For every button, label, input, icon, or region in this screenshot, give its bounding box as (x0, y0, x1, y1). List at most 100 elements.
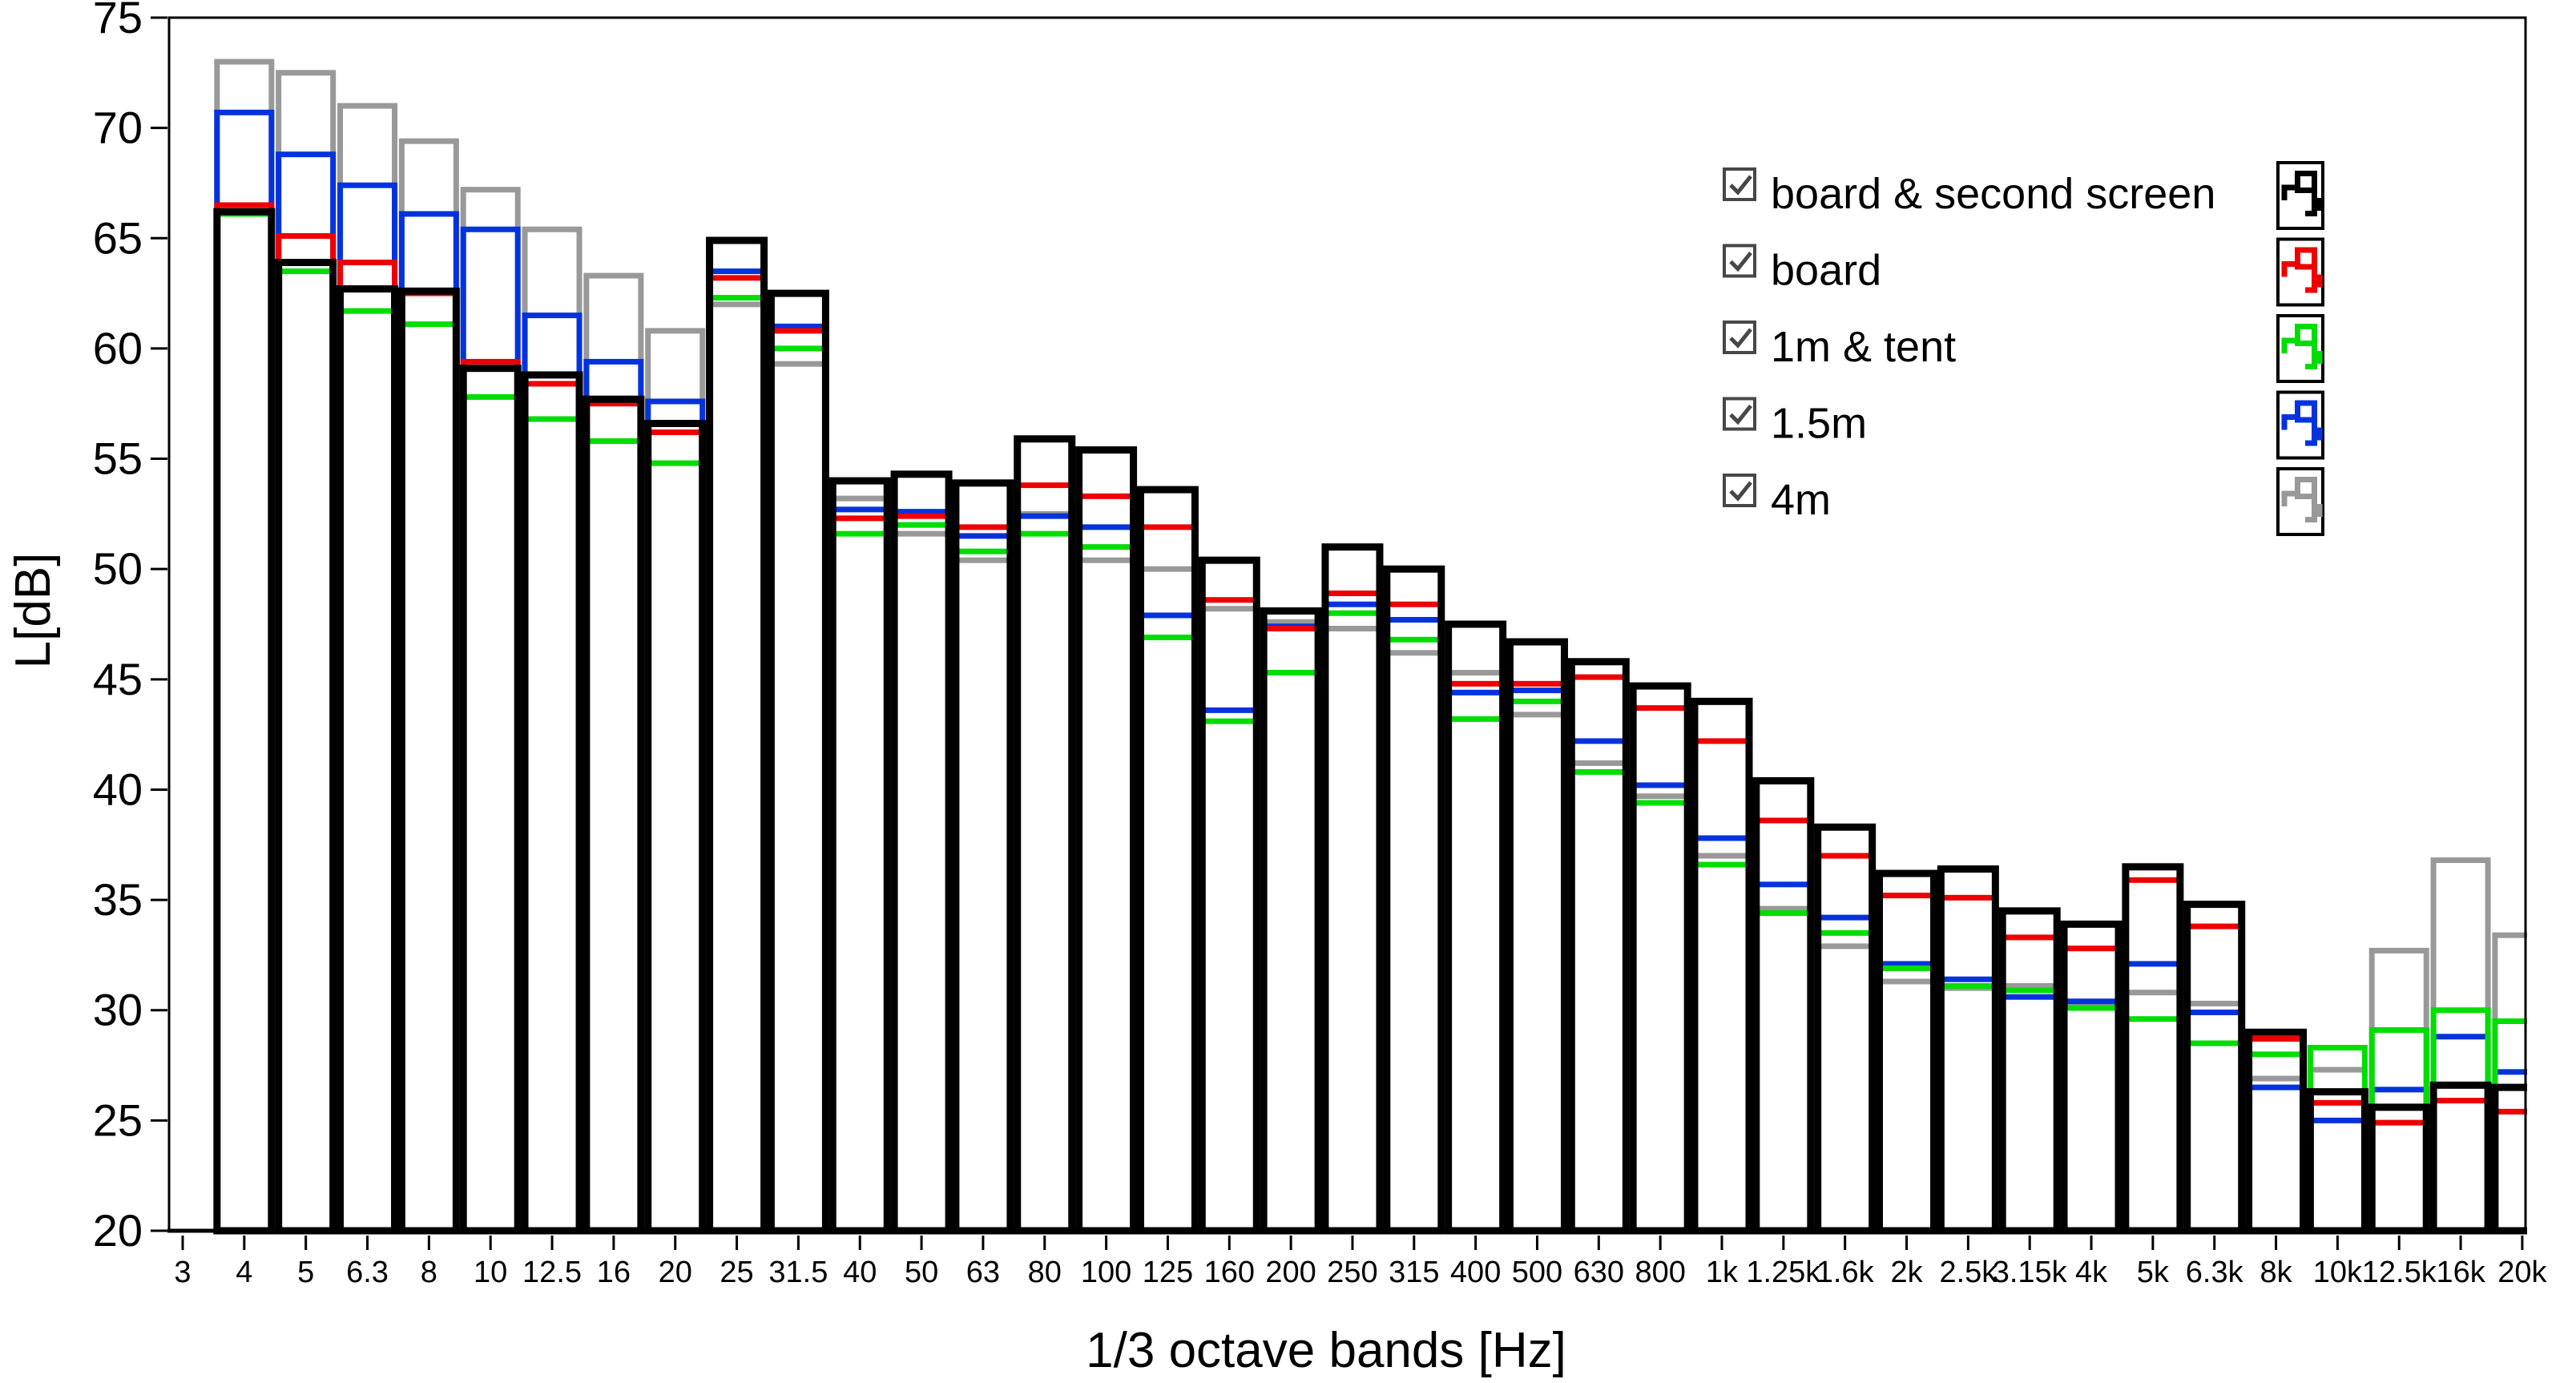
bar (459, 365, 522, 1235)
legend-plot-icon[interactable] (2276, 390, 2324, 460)
bar (1260, 607, 1322, 1235)
bar (337, 285, 399, 1235)
x-tick-label: 1.6k (1816, 1256, 1875, 1289)
comb-leg (2305, 422, 2317, 446)
bar (1137, 635, 1198, 1234)
bar (397, 287, 460, 1235)
bar (1937, 894, 1998, 1234)
legend-item-label[interactable]: 1m & tent (1771, 323, 1956, 371)
legend-plot-icon[interactable] (2276, 314, 2324, 383)
comb-arm (2281, 184, 2297, 200)
x-tick-label: 630 (1574, 1256, 1624, 1289)
checkbox-box[interactable] (1723, 321, 1756, 354)
x-tick-label: 6.3k (2186, 1256, 2244, 1289)
series-board-second-screen (213, 208, 2527, 1235)
bar (1136, 486, 1199, 1235)
bar (214, 58, 275, 1234)
x-tick-label: 10k (2313, 1256, 2363, 1289)
bar (1384, 601, 1445, 1234)
bar (1260, 623, 1321, 1234)
legend-checkbox[interactable] (1723, 474, 1756, 507)
bar (1014, 435, 1076, 1235)
x-tick-label: 2.5k (1939, 1256, 1998, 1289)
bar (2245, 1028, 2308, 1235)
comb-glyph-icon (2281, 400, 2323, 446)
bar (1937, 865, 1999, 1235)
bar (1568, 760, 1629, 1234)
bar (706, 236, 768, 1235)
x-tick-label: 8k (2260, 1256, 2292, 1289)
comb-leg (2305, 193, 2317, 216)
legend-checkbox[interactable] (1723, 321, 1756, 354)
comb-leg (2305, 269, 2317, 293)
x-tick-label: 5k (2137, 1256, 2170, 1289)
bar (1815, 929, 1876, 1234)
bar (2368, 1119, 2429, 1234)
bar (2061, 1002, 2122, 1234)
bar (275, 259, 337, 1235)
x-tick-label: 5 (297, 1256, 314, 1289)
comb-head (2295, 247, 2317, 270)
bar (398, 138, 459, 1234)
bar (1322, 626, 1383, 1234)
bar (2184, 923, 2245, 1234)
y-tick-label: 55 (93, 433, 143, 484)
bar (2368, 1103, 2430, 1235)
bar (2492, 1108, 2527, 1234)
bar (337, 260, 398, 1234)
legend-item-label[interactable]: 1.5m (1771, 400, 1867, 448)
bar (2061, 946, 2122, 1234)
x-tick-label: 100 (1081, 1256, 1131, 1289)
checkmark-icon (1729, 251, 1752, 272)
bar (1199, 718, 1260, 1234)
comb-head (2295, 324, 2317, 346)
legend-item-label[interactable]: 4m (1771, 476, 1831, 524)
bar (1137, 566, 1198, 1234)
legend-item-label[interactable]: board (1771, 247, 1881, 295)
checkbox-box[interactable] (1723, 474, 1756, 507)
bar (1260, 626, 1321, 1234)
bar (276, 268, 337, 1234)
bar (891, 509, 952, 1234)
bar (2061, 1005, 2122, 1234)
y-tick-label: 65 (93, 212, 143, 263)
legend-plot-icon[interactable] (2276, 237, 2324, 307)
legend-checkbox[interactable] (1723, 397, 1756, 431)
legend-plot-icon[interactable] (2276, 467, 2324, 536)
bar (460, 358, 521, 1234)
bar (2492, 1069, 2527, 1234)
comb-head (2295, 400, 2317, 423)
bar (2307, 1117, 2368, 1234)
bar (1937, 982, 1998, 1234)
bar (1999, 987, 2060, 1234)
legend-checkbox[interactable] (1723, 244, 1756, 278)
bar (768, 345, 828, 1234)
bar (2492, 1018, 2527, 1234)
x-tick-label: 31.5 (768, 1256, 828, 1289)
y-tick-label: 40 (93, 764, 143, 814)
checkbox-box[interactable] (1723, 244, 1756, 278)
bar (1815, 943, 1876, 1234)
bar (1877, 961, 1937, 1234)
bar (2122, 877, 2183, 1234)
x-tick-label: 800 (1635, 1256, 1685, 1289)
checkbox-box[interactable] (1723, 397, 1756, 431)
legend-plot-icon[interactable] (2276, 161, 2324, 230)
legend-checkbox[interactable] (1723, 167, 1756, 201)
comb-head (2295, 171, 2317, 193)
bar (583, 358, 644, 1234)
x-tick-label: 25 (720, 1256, 753, 1289)
checkbox-box[interactable] (1723, 167, 1756, 201)
bar (952, 479, 1014, 1235)
bar (2306, 1088, 2368, 1235)
x-tick-label: 125 (1143, 1256, 1193, 1289)
x-tick-label: 10 (474, 1256, 507, 1289)
x-tick-label: 63 (966, 1256, 1000, 1289)
bar (1199, 606, 1260, 1234)
bar (398, 211, 459, 1234)
legend-item-label[interactable]: board & second screen (1771, 170, 2215, 218)
bar (1506, 712, 1567, 1234)
bar (1260, 619, 1321, 1234)
bar (583, 438, 644, 1234)
bar (276, 70, 337, 1234)
